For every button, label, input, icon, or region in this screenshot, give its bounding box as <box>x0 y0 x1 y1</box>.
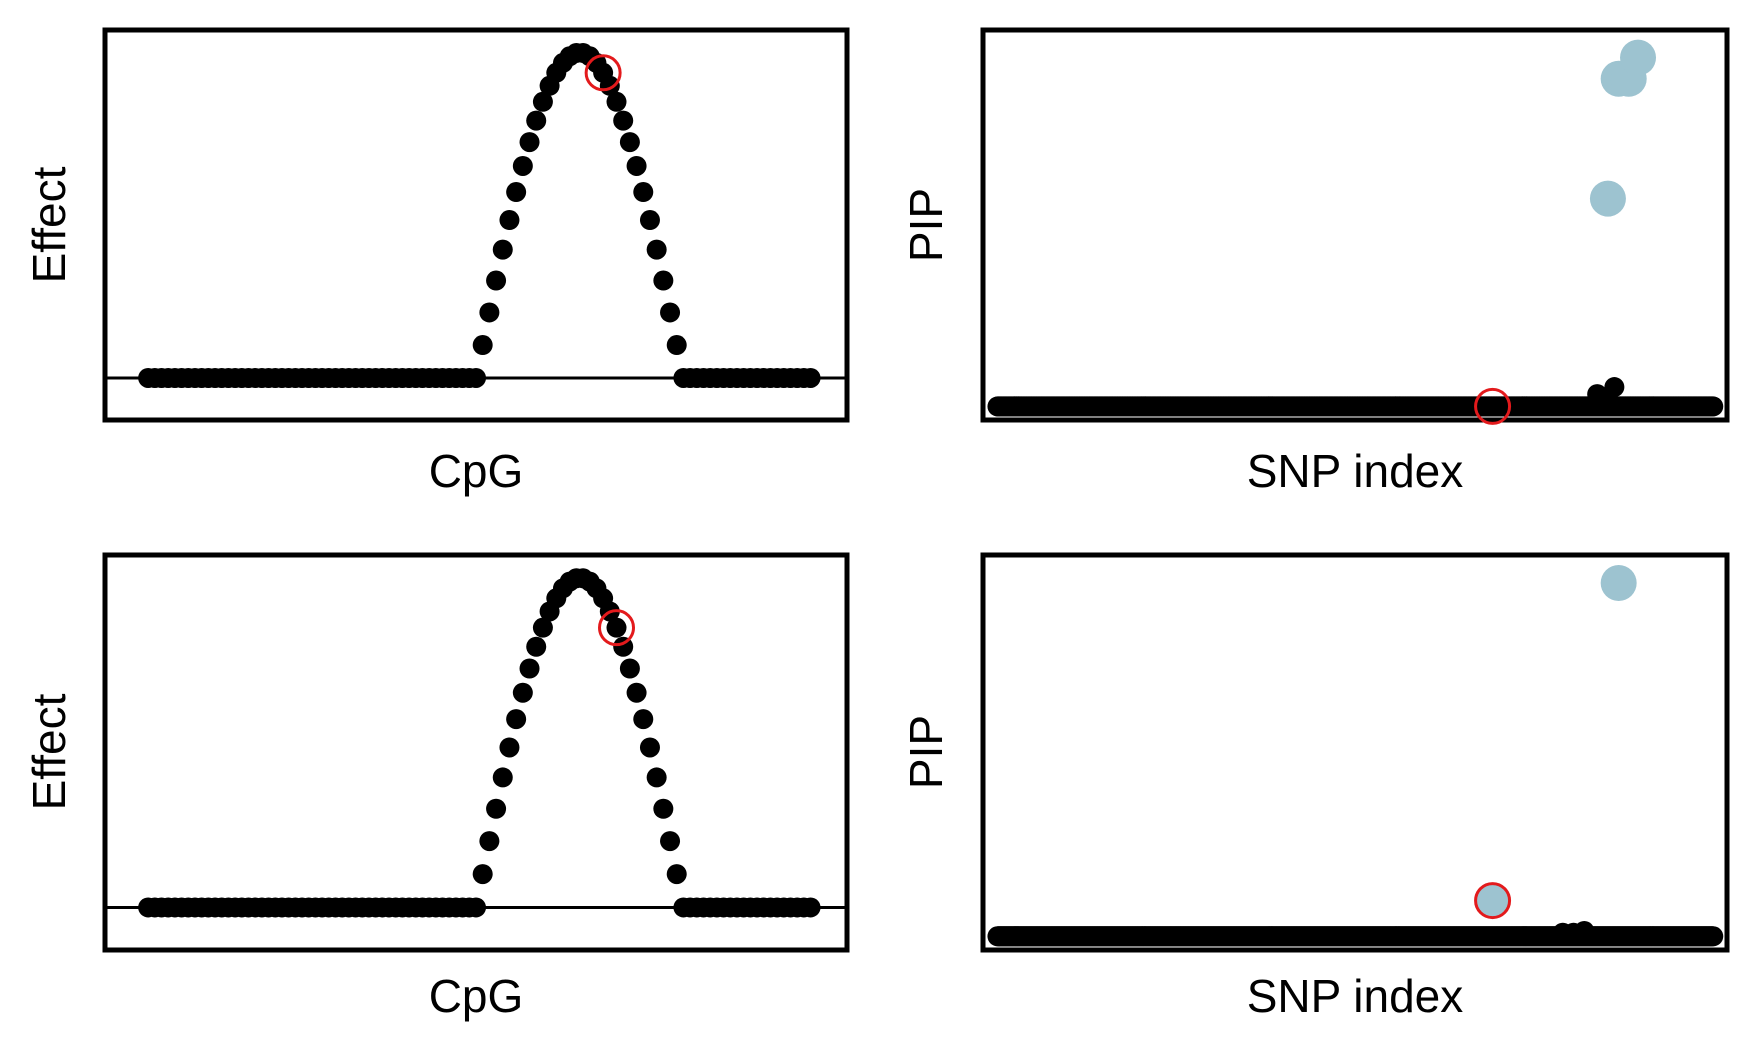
cpg-point <box>619 658 640 679</box>
plot-frame <box>980 552 1730 953</box>
credible-set-snp <box>1620 39 1657 76</box>
cpg-point <box>646 767 667 788</box>
cpg-point <box>512 155 533 176</box>
panel-effect-top: CpG Effect <box>23 27 850 497</box>
plot-frame <box>980 27 1730 423</box>
y-axis-label: Effect <box>23 166 75 283</box>
data-points <box>105 568 847 918</box>
cpg-point <box>492 767 513 788</box>
snp-point <box>1703 396 1724 417</box>
x-axis-label: SNP index <box>1247 970 1464 1022</box>
cpg-point <box>472 864 493 885</box>
plot-frame <box>102 552 850 953</box>
highlight-ring <box>598 609 636 647</box>
cpg-point <box>800 367 821 388</box>
x-axis-label: CpG <box>429 970 524 1022</box>
highlight-ring <box>584 54 622 92</box>
cpg-point <box>666 864 687 885</box>
snp-point <box>1574 920 1595 941</box>
cpg-point <box>626 682 647 703</box>
cpg-point <box>479 831 500 852</box>
y-axis-label: Effect <box>23 693 75 810</box>
highlight-ring <box>1474 882 1512 920</box>
data-points <box>987 39 1724 425</box>
data-points <box>105 42 847 388</box>
snp-point <box>1703 926 1724 947</box>
cpg-point <box>506 182 527 203</box>
y-axis-label: PIP <box>900 715 952 789</box>
cpg-point <box>800 897 821 918</box>
cpg-point <box>499 210 520 231</box>
cpg-point <box>653 270 674 291</box>
cpg-point <box>660 831 681 852</box>
cpg-point <box>526 636 547 657</box>
cpg-point <box>532 91 553 112</box>
cpg-point <box>606 617 627 638</box>
cpg-point <box>519 658 540 679</box>
cpg-point <box>466 367 486 388</box>
panel-effect-bottom: CpG Effect <box>23 552 850 1022</box>
snp-point <box>1604 377 1625 398</box>
cpg-point <box>499 737 520 758</box>
panel-pip-bottom: SNP index PIP <box>900 552 1730 1022</box>
cpg-point <box>519 132 540 153</box>
cpg-point <box>506 709 527 730</box>
cpg-point <box>606 91 627 112</box>
cpg-point <box>633 709 654 730</box>
panel-pip-top: SNP index PIP <box>900 27 1730 497</box>
x-axis-label: SNP index <box>1247 445 1464 497</box>
credible-set-snp <box>1589 180 1626 217</box>
cpg-point <box>466 897 486 918</box>
cpg-point <box>646 239 667 260</box>
cpg-point <box>532 617 553 638</box>
cpg-point <box>613 110 634 131</box>
cpg-point <box>492 239 513 260</box>
credible-set-snp <box>1600 564 1637 601</box>
cpg-point <box>479 302 500 323</box>
cpg-point <box>472 335 493 356</box>
cpg-point <box>619 132 640 153</box>
cpg-point <box>653 798 674 819</box>
cpg-point <box>666 335 687 356</box>
cpg-point <box>639 210 660 231</box>
highlight-ring <box>1474 387 1512 425</box>
cpg-point <box>626 155 647 176</box>
cpg-point <box>526 110 547 131</box>
cpg-point <box>633 182 654 203</box>
credible-set-snp <box>1474 882 1511 919</box>
data-points <box>987 564 1724 947</box>
cpg-point <box>486 798 507 819</box>
cpg-point <box>486 270 507 291</box>
cpg-point <box>639 737 660 758</box>
plot-frame <box>102 27 850 423</box>
x-axis-label: CpG <box>429 445 524 497</box>
cpg-point <box>512 682 533 703</box>
y-axis-label: PIP <box>900 188 952 262</box>
cpg-point <box>660 302 681 323</box>
